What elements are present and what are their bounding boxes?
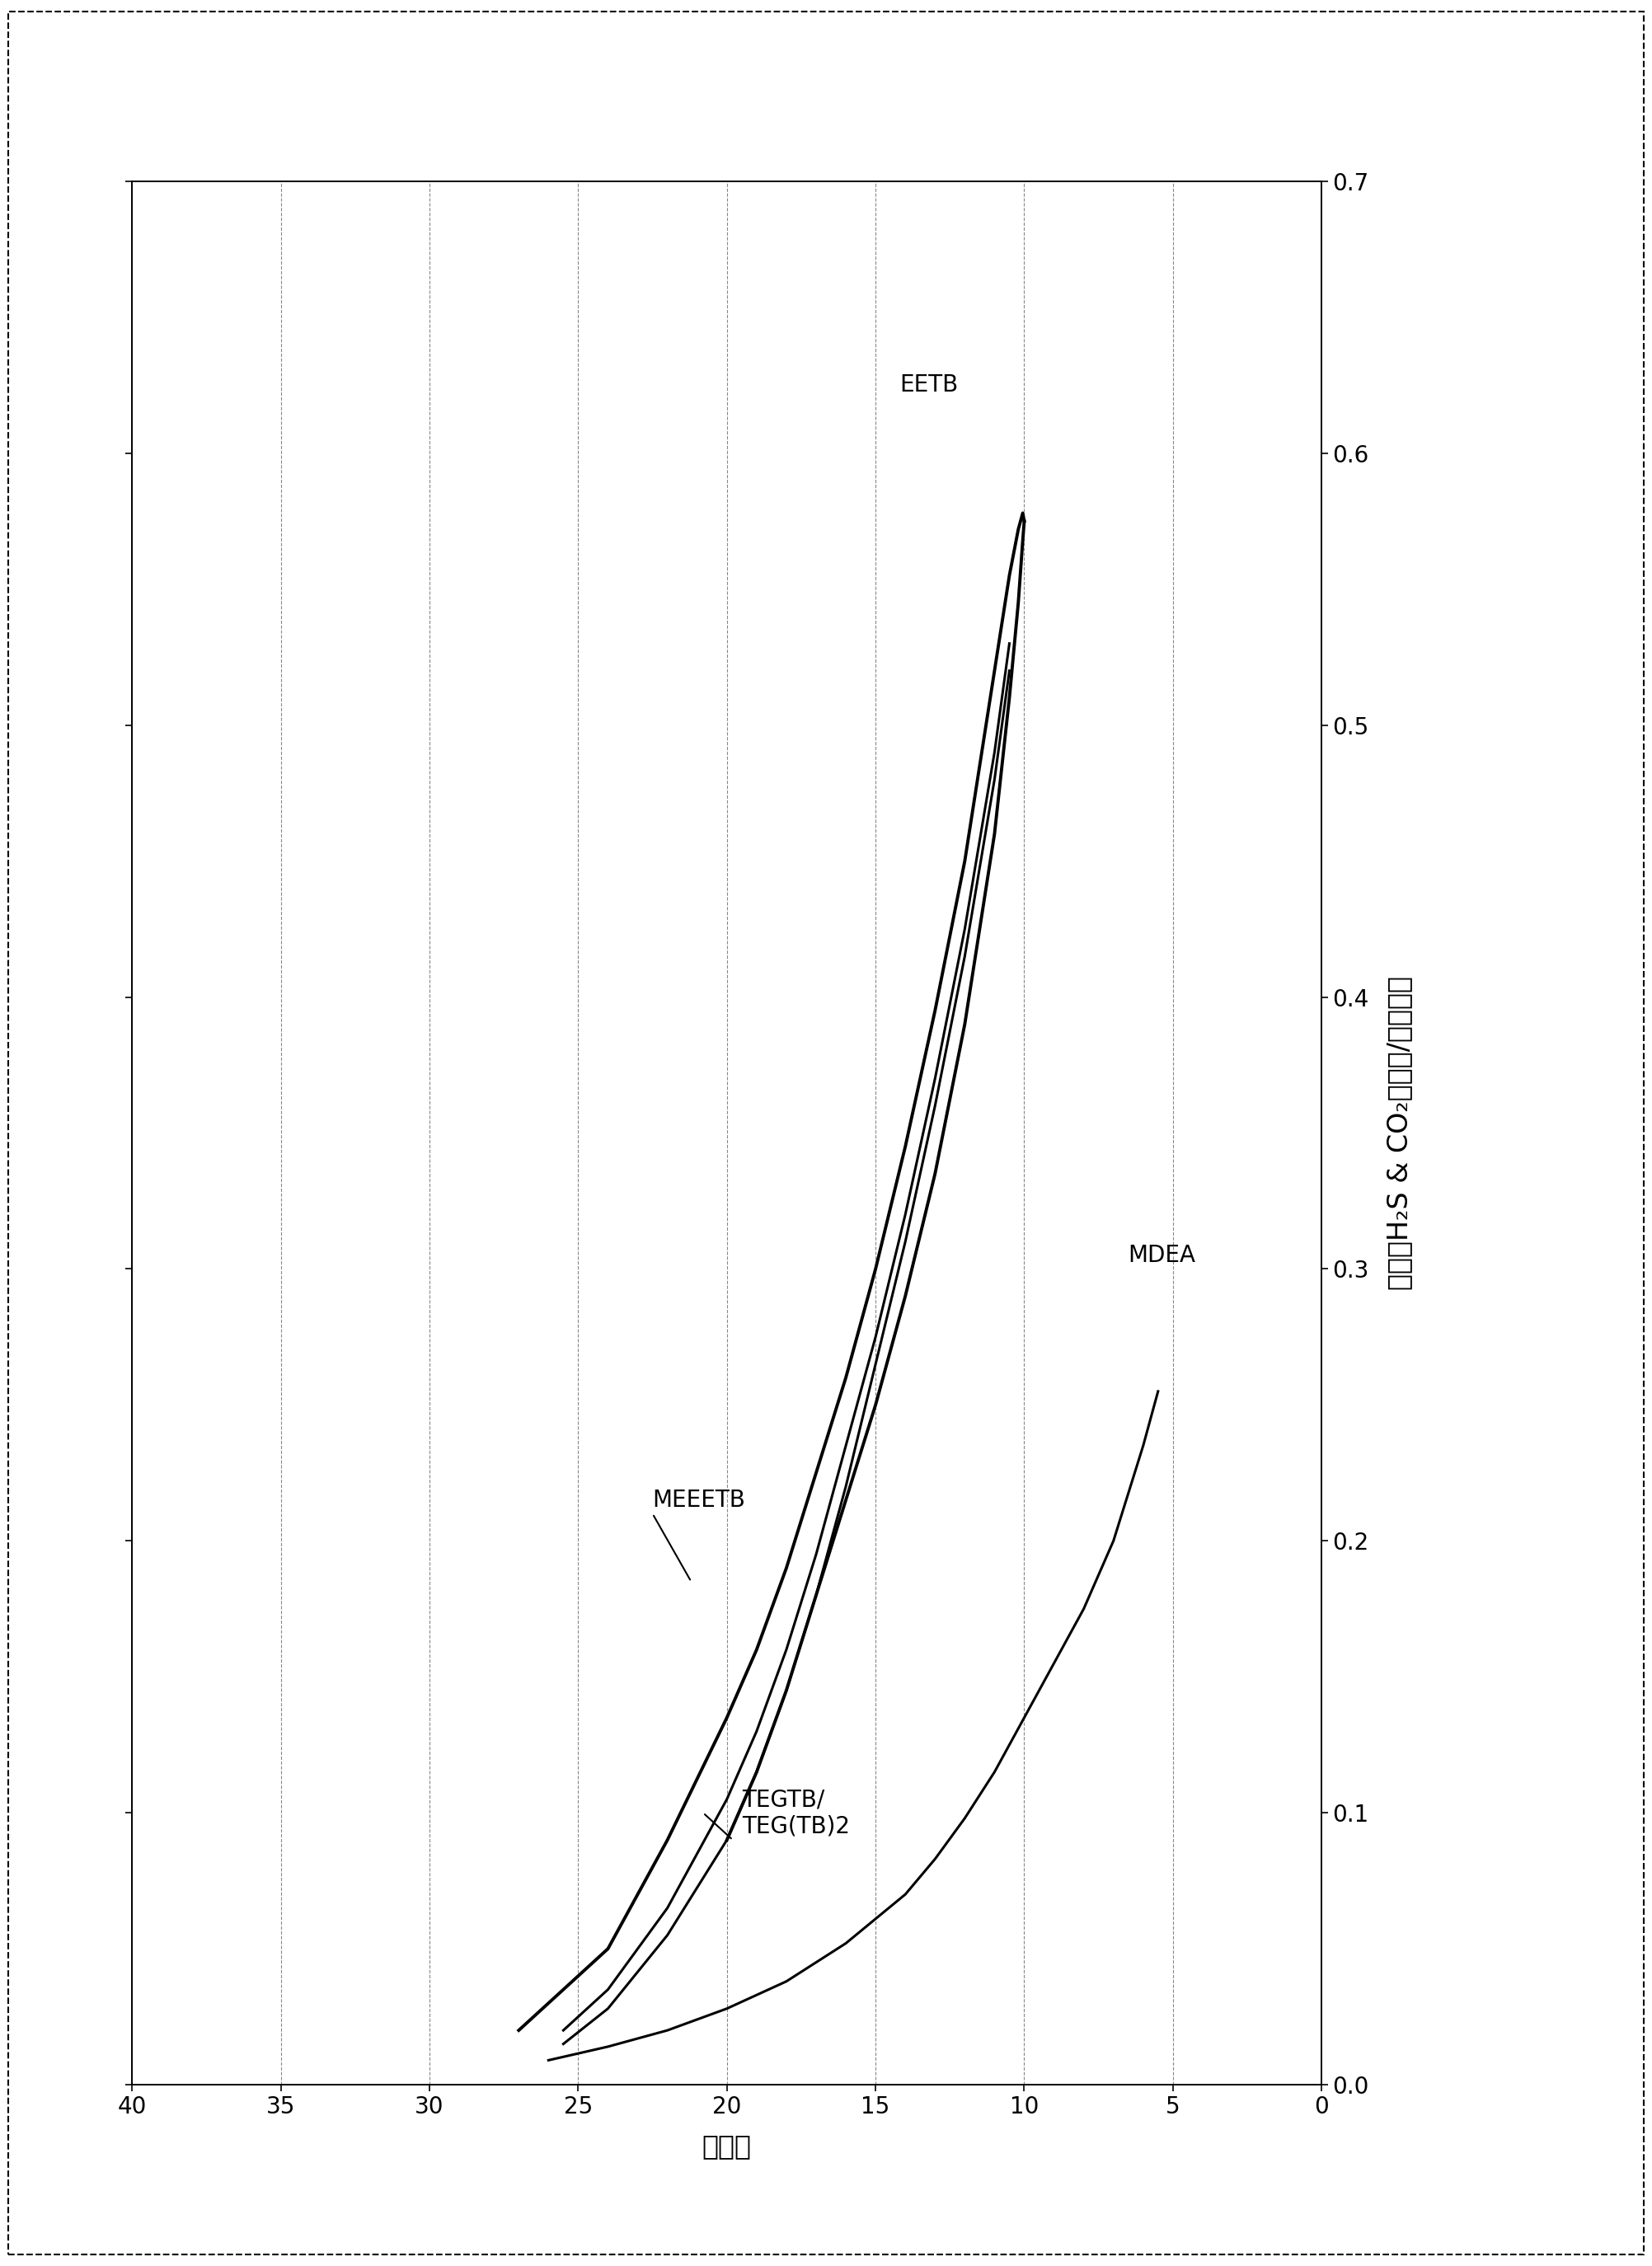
Y-axis label: 载荷，H₂S & CO₂（摩尔/摩尔胺）: 载荷，H₂S & CO₂（摩尔/摩尔胺） — [1386, 977, 1414, 1289]
Text: MDEA: MDEA — [1128, 1244, 1196, 1267]
X-axis label: 秒荷率: 秒荷率 — [702, 2132, 752, 2159]
Text: TEGTB/
TEG(TB)2: TEGTB/ TEG(TB)2 — [742, 1788, 849, 1838]
Text: MEEETB: MEEETB — [653, 1489, 745, 1511]
Text: EETB: EETB — [899, 374, 958, 397]
